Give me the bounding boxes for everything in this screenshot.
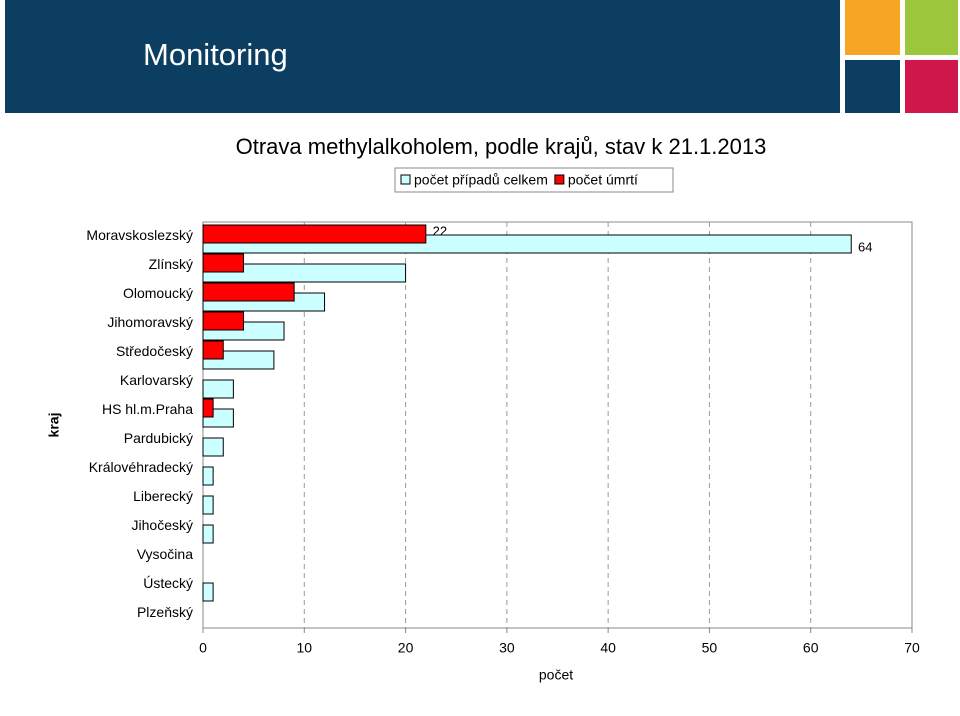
bar [202,466,214,486]
bar [202,340,224,360]
deco-square [845,60,900,113]
header-band [5,0,840,113]
y-tick-label: Pardubický [124,430,193,446]
bar [202,224,427,244]
x-tick-label: 50 [702,640,718,656]
bar [202,253,245,273]
legend-swatch [554,174,565,185]
bar [202,311,245,331]
y-tick-label: Středočeský [116,343,193,359]
x-tick-label: 0 [199,640,207,656]
legend [394,167,674,193]
bar [202,524,214,544]
y-axis-label: kraj [46,413,62,438]
x-tick-label: 70 [904,640,920,656]
y-tick-label: Ústecký [143,575,193,591]
y-tick-label: Jihočeský [132,517,193,533]
data-label: 64 [858,239,872,254]
x-tick-label: 60 [803,640,819,656]
bar [202,263,407,283]
bar [202,437,224,457]
legend-label: počet případů celkem [414,172,548,188]
x-axis-label: počet [539,667,573,683]
plot-area [202,221,913,629]
y-tick-label: Plzeňský [137,604,193,620]
legend-label: počet úmrtí [568,172,638,188]
bar [202,582,214,602]
x-tick-label: 20 [398,640,414,656]
bar [202,282,295,302]
y-tick-label: Zlínský [149,256,193,272]
y-tick-label: Olomoucký [123,285,193,301]
x-tick-label: 10 [296,640,312,656]
x-tick-label: 40 [600,640,616,656]
bar [202,495,214,515]
y-tick-label: Karlovarský [120,372,193,388]
bar [202,379,234,399]
deco-square [845,0,900,55]
y-tick-label: Jihomoravský [107,314,193,330]
y-tick-label: HS hl.m.Praha [102,401,193,417]
x-tick-label: 30 [499,640,515,656]
y-tick-label: Královéhradecký [89,459,193,475]
legend-swatch [400,174,411,185]
bar [202,398,214,418]
chart-title: Otrava methylalkoholem, podle krajů, sta… [236,134,767,159]
y-tick-label: Liberecký [133,488,193,504]
data-label: 22 [433,223,447,238]
y-tick-label: Moravskoslezský [86,227,193,243]
slide-title: Monitoring [143,37,288,72]
deco-square [905,60,958,113]
y-tick-label: Vysočina [137,546,194,562]
deco-square [905,0,958,55]
